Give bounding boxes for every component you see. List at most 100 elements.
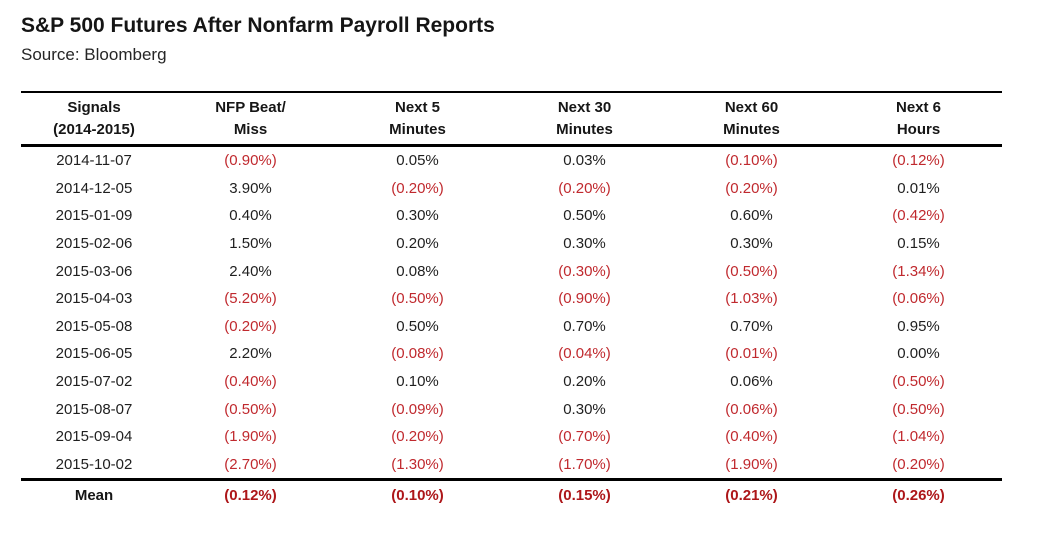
value-cell: (1.90%) [725, 455, 778, 473]
date-cell: 2015-01-09 [55, 207, 133, 225]
column-header-5: Next 6 Hours [835, 92, 1002, 146]
value-cell: (0.30%) [558, 262, 611, 280]
table-row: 2015-05-08 (0.20%) 0.50% 0.70% 0.70% 0.95% [21, 313, 1002, 341]
value-cell: (0.50%) [892, 400, 945, 418]
value-cell: (2.70%) [224, 455, 277, 473]
value-cell: 0.20% [563, 373, 606, 391]
mean-value-cell: (0.15%) [558, 486, 611, 504]
value-cell: 0.08% [396, 262, 439, 280]
page-title: S&P 500 Futures After Nonfarm Payroll Re… [21, 14, 495, 37]
table-row: 2015-02-06 1.50% 0.20% 0.30% 0.30% 0.15% [21, 230, 1002, 258]
value-cell: 0.30% [563, 400, 606, 418]
column-header-line1: Signals [67, 99, 121, 116]
column-header-line2: Hours [896, 121, 941, 138]
column-header-line1: NFP Beat/ [215, 99, 286, 116]
payroll-returns-table: Signals (2014-2015) NFP Beat/Miss Next 5 Min… [21, 91, 1002, 509]
value-cell: (0.50%) [391, 290, 444, 308]
date-cell: 2014-12-05 [55, 179, 133, 197]
value-cell: (0.20%) [892, 455, 945, 473]
value-cell: 0.30% [563, 235, 606, 253]
value-cell: 0.10% [396, 373, 439, 391]
value-cell: 0.03% [563, 152, 606, 170]
date-cell: 2015-06-05 [55, 345, 133, 363]
date-cell: 2014-11-07 [56, 152, 132, 170]
table-row: 2015-08-07 (0.50%) (0.09%) 0.30% (0.06%) (0.5… [21, 395, 1002, 423]
column-header-line2: Minutes [389, 121, 446, 138]
column-header-line2: (2014-2015) [53, 121, 135, 138]
value-cell: (0.20%) [391, 179, 444, 197]
value-cell: 0.05% [396, 152, 439, 170]
date-cell: 2015-09-04 [55, 428, 133, 446]
value-cell: (1.03%) [725, 290, 778, 308]
date-cell: 2015-08-07 [55, 400, 133, 418]
value-cell: 2.40% [229, 262, 272, 280]
table-footer: Mean (0.12%) (0.10%) (0.15%) (0.21%) (0.26%) [21, 479, 1002, 510]
header-row: Signals (2014-2015) NFP Beat/Miss Next 5 Min… [21, 92, 1002, 146]
table-row: 2015-04-03 (5.20%) (0.50%) (0.90%) (1.03%) (0… [21, 285, 1002, 313]
date-cell: 2015-02-06 [55, 235, 133, 253]
date-cell: 2015-07-02 [55, 373, 133, 391]
value-cell: (0.20%) [224, 317, 277, 335]
value-cell: (0.06%) [725, 400, 778, 418]
page: S&P 500 Futures After Nonfarm Payroll Re… [21, 14, 1002, 509]
value-cell: (0.10%) [725, 152, 778, 170]
value-cell: 0.50% [563, 207, 606, 225]
table-row: 2014-12-05 3.90% (0.20%) (0.20%) (0.20%) 0.01… [21, 175, 1002, 203]
value-cell: 0.06% [730, 373, 773, 391]
value-cell: (0.04%) [558, 345, 611, 363]
date-cell: 2015-04-03 [55, 290, 133, 308]
value-cell: 0.50% [396, 317, 439, 335]
column-header-3: Next 30 Minutes [501, 92, 668, 146]
value-cell: (0.90%) [558, 290, 611, 308]
column-header-2: Next 5 Minutes [334, 92, 501, 146]
source-label: Source: Bloomberg [21, 45, 167, 64]
column-header-0: Signals (2014-2015) [21, 92, 167, 146]
table-row: 2015-07-02 (0.40%) 0.10% 0.20% 0.06% (0.50%) [21, 368, 1002, 396]
value-cell: (0.70%) [558, 428, 611, 446]
value-cell: (0.40%) [725, 428, 778, 446]
column-header-line1: Next 6 [895, 99, 942, 116]
mean-value-cell: (0.21%) [725, 486, 778, 504]
mean-row: Mean (0.12%) (0.10%) (0.15%) (0.21%) (0.26%) [21, 479, 1002, 510]
column-header-line2: Minutes [556, 121, 613, 138]
value-cell: 3.90% [229, 179, 272, 197]
value-cell: 0.40% [229, 207, 272, 225]
value-cell: (0.20%) [558, 179, 611, 197]
column-header-line2: Minutes [723, 121, 780, 138]
value-cell: 0.70% [563, 317, 606, 335]
mean-value-cell: (0.12%) [224, 486, 277, 504]
date-cell: 2015-03-06 [55, 262, 133, 280]
value-cell: (0.50%) [892, 373, 945, 391]
value-cell: (0.90%) [224, 152, 277, 170]
value-cell: 2.20% [229, 345, 272, 363]
value-cell: 0.30% [396, 207, 439, 225]
value-cell: (0.01%) [725, 345, 778, 363]
table-row: 2015-01-09 0.40% 0.30% 0.50% 0.60% (0.42%) [21, 202, 1002, 230]
value-cell: (0.50%) [224, 400, 277, 418]
value-cell: (1.90%) [224, 428, 277, 446]
value-cell: (1.34%) [892, 262, 945, 280]
value-cell: 0.60% [730, 207, 773, 225]
value-cell: 0.95% [897, 317, 940, 335]
column-header-1: NFP Beat/Miss [167, 92, 334, 146]
table-row: 2015-09-04 (1.90%) (0.20%) (0.70%) (0.40%) (1… [21, 423, 1002, 451]
value-cell: 0.00% [897, 345, 940, 363]
value-cell: (0.42%) [892, 207, 945, 225]
mean-value-cell: (0.26%) [892, 486, 945, 504]
value-cell: (0.09%) [391, 400, 444, 418]
value-cell: (0.20%) [391, 428, 444, 446]
table-row: 2015-03-06 2.40% 0.08% (0.30%) (0.50%) (1.34%… [21, 257, 1002, 285]
date-cell: 2015-10-02 [55, 455, 133, 473]
mean-label-cell: Mean [74, 486, 114, 504]
value-cell: 0.15% [897, 235, 940, 253]
value-cell: 0.01% [897, 179, 940, 197]
column-header-line1: Next 30 [557, 99, 612, 116]
value-cell: (0.40%) [224, 373, 277, 391]
value-cell: (0.20%) [725, 179, 778, 197]
table-row: 2015-06-05 2.20% (0.08%) (0.04%) (0.01%) 0.00… [21, 340, 1002, 368]
value-cell: (0.08%) [391, 345, 444, 363]
value-cell: 0.20% [396, 235, 439, 253]
table-header: Signals (2014-2015) NFP Beat/Miss Next 5 Min… [21, 92, 1002, 146]
table-row: 2015-10-02 (2.70%) (1.30%) (1.70%) (1.90%) (0… [21, 451, 1002, 480]
value-cell: (5.20%) [224, 290, 277, 308]
